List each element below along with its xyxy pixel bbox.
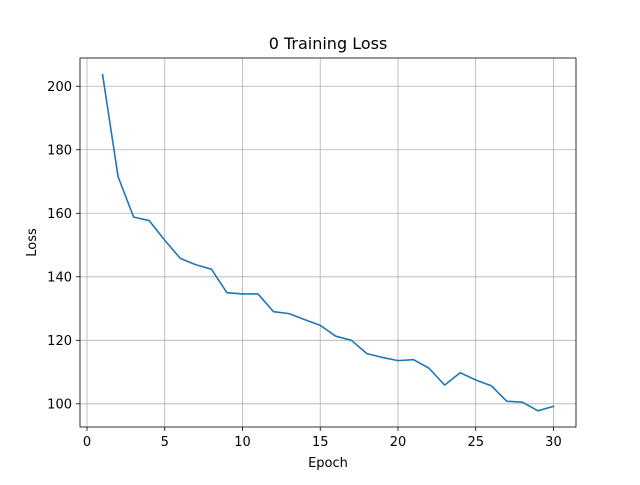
- x-tick-label: 5: [161, 435, 169, 450]
- y-tick-label: 140: [47, 270, 72, 285]
- ticks: 0 5 10 15 20 25 30 100 120 140 160 180 200: [47, 80, 562, 450]
- y-axis-label: Loss: [25, 228, 40, 257]
- x-tick-label: 30: [545, 435, 562, 450]
- y-tick-label: 200: [47, 80, 72, 95]
- x-tick-label: 0: [83, 435, 91, 450]
- x-tick-label: 25: [467, 435, 484, 450]
- x-axis-label: Epoch: [308, 456, 348, 471]
- series-line: [101, 73, 555, 412]
- x-tick-label: 20: [390, 435, 407, 450]
- series-layer: [101, 73, 555, 412]
- x-tick-label: 15: [312, 435, 329, 450]
- chart-title: 0 Training Loss: [269, 34, 388, 53]
- grid: [80, 58, 576, 427]
- y-tick-label: 100: [47, 397, 72, 412]
- plot-frame: [79, 57, 577, 428]
- y-tick-label: 160: [47, 207, 72, 222]
- y-tick-label: 120: [47, 334, 72, 349]
- x-tick-label: 10: [234, 435, 251, 450]
- y-tick-label: 180: [47, 143, 72, 158]
